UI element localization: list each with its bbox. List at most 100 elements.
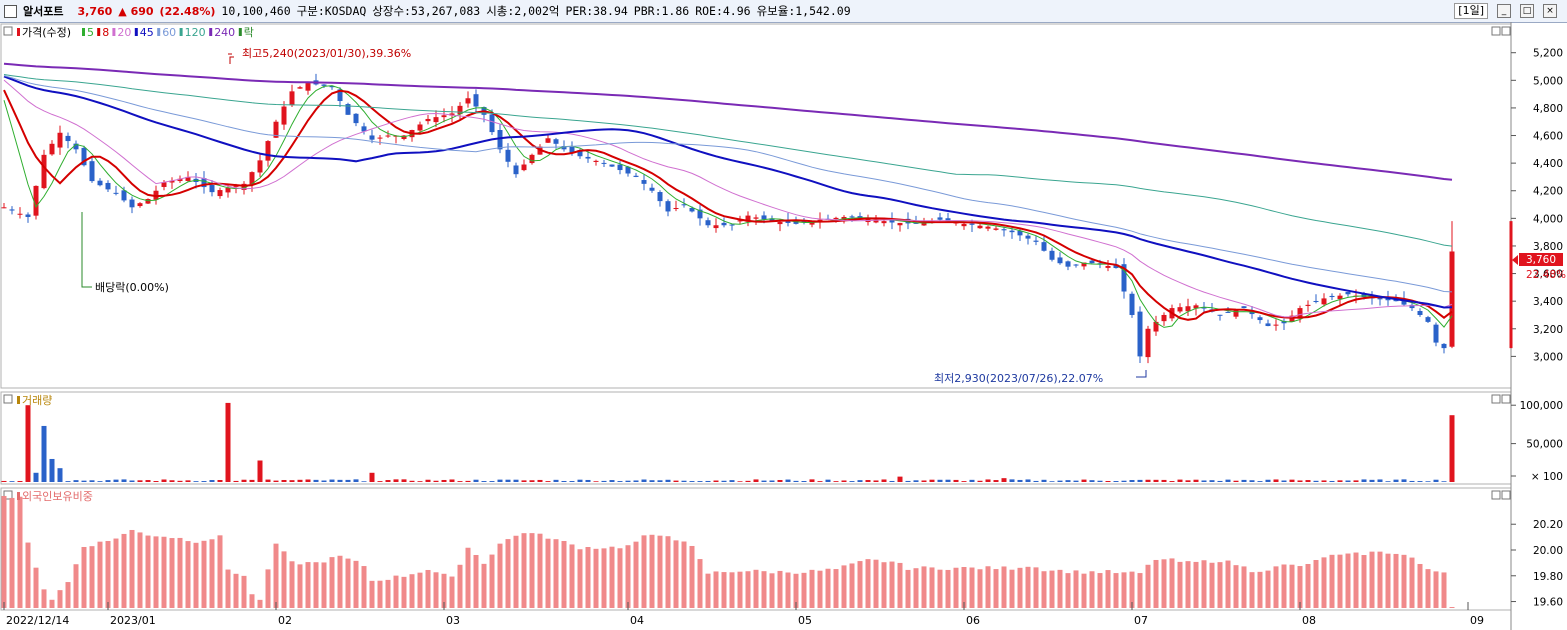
maximize-button[interactable]: □ [1520, 4, 1534, 18]
candle-body[interactable] [297, 87, 303, 89]
candle-body[interactable] [1137, 311, 1143, 357]
foreign-ratio-bar[interactable] [1009, 569, 1015, 608]
candle-body[interactable] [889, 219, 895, 223]
candle-body[interactable] [1089, 260, 1095, 264]
candle-body[interactable] [265, 141, 271, 161]
foreign-ratio-bar[interactable] [697, 559, 703, 608]
candle-body[interactable] [25, 214, 31, 217]
price-panel-option-icon[interactable] [3, 26, 13, 36]
foreign-ratio-bar[interactable] [1185, 561, 1191, 608]
foreign-ratio-bar[interactable] [1305, 563, 1311, 608]
foreign-ratio-bar[interactable] [1033, 567, 1039, 608]
foreign-ratio-bar[interactable] [1337, 554, 1343, 608]
volume-bar[interactable] [713, 480, 719, 482]
candle-body[interactable] [145, 199, 151, 204]
candle-body[interactable] [417, 124, 423, 131]
candle-body[interactable] [321, 84, 327, 86]
volume-bar[interactable] [345, 479, 351, 482]
candle-body[interactable] [65, 135, 71, 142]
foreign-ratio-bar[interactable] [617, 548, 623, 608]
foreign-ratio-bar[interactable] [657, 535, 663, 608]
candle-body[interactable] [665, 201, 671, 212]
volume-bar[interactable] [833, 481, 839, 482]
volume-bar[interactable] [1209, 480, 1215, 482]
candle-body[interactable] [1105, 265, 1111, 268]
candle-body[interactable] [1065, 261, 1071, 267]
volume-bar[interactable] [1425, 481, 1431, 482]
volume-bar[interactable] [737, 481, 743, 482]
candle-body[interactable] [585, 156, 591, 159]
candle-body[interactable] [1409, 304, 1415, 309]
foreign-ratio-bar[interactable] [673, 540, 679, 608]
volume-bar[interactable] [1449, 415, 1455, 482]
volume-bar[interactable] [337, 479, 343, 482]
volume-bar[interactable] [1065, 480, 1071, 482]
foreign-ratio-bar[interactable] [433, 572, 439, 608]
foreign-ratio-bar[interactable] [945, 569, 951, 608]
foreign-ratio-bar[interactable] [1201, 560, 1207, 608]
foreign-ratio-bar[interactable] [977, 569, 983, 608]
candle-body[interactable] [1025, 235, 1031, 239]
volume-bar[interactable] [617, 481, 623, 482]
candle-body[interactable] [577, 150, 583, 157]
volume-bar[interactable] [1433, 479, 1439, 482]
foreign-ratio-bar[interactable] [809, 569, 815, 608]
candle-body[interactable] [57, 132, 63, 148]
foreign-ratio-bar[interactable] [1097, 573, 1103, 608]
volume-bar[interactable] [353, 479, 359, 482]
volume-panel-option-icon[interactable] [3, 394, 13, 404]
volume-bar[interactable] [625, 480, 631, 482]
volume-bar[interactable] [1361, 479, 1367, 482]
foreign-ratio-bar[interactable] [9, 497, 15, 608]
volume-bar[interactable] [721, 480, 727, 482]
foreign-ratio-bar[interactable] [537, 533, 543, 608]
candle-body[interactable] [1377, 297, 1383, 300]
volume-bar[interactable] [193, 481, 199, 482]
foreign-ratio-bar[interactable] [273, 543, 279, 608]
volume-bar[interactable] [1017, 479, 1023, 482]
volume-bar[interactable] [585, 479, 591, 482]
foreign-ratio-bar[interactable] [705, 573, 711, 608]
candle-body[interactable] [1257, 317, 1263, 321]
foreign-ratio-bar[interactable] [121, 533, 127, 608]
volume-bar[interactable] [25, 405, 31, 482]
volume-bar[interactable] [1025, 479, 1031, 482]
volume-bar[interactable] [65, 481, 71, 482]
candle-body[interactable] [497, 130, 503, 150]
candle-body[interactable] [681, 204, 687, 206]
volume-bar[interactable] [465, 480, 471, 482]
candle-body[interactable] [1225, 311, 1231, 313]
candle-body[interactable] [1033, 240, 1039, 242]
volume-bar[interactable] [489, 481, 495, 482]
volume-bar[interactable] [1001, 478, 1007, 482]
candle-body[interactable] [737, 220, 743, 222]
foreign-ratio-bar[interactable] [801, 572, 807, 608]
volume-bar[interactable] [769, 480, 775, 482]
foreign-ratio-bar[interactable] [1121, 572, 1127, 608]
volume-bar[interactable] [1177, 479, 1183, 482]
volume-bar[interactable] [233, 480, 239, 482]
candle-body[interactable] [1121, 264, 1127, 292]
volume-bar[interactable] [457, 481, 463, 482]
volume-bar[interactable] [33, 472, 39, 482]
foreign-ratio-bar[interactable] [1145, 564, 1151, 608]
candle-body[interactable] [81, 147, 87, 166]
foreign-ratio-bar[interactable] [1241, 566, 1247, 608]
volume-bar[interactable] [1321, 480, 1327, 482]
foreign-ratio-bar[interactable] [713, 571, 719, 608]
volume-bar[interactable] [137, 480, 143, 482]
volume-bar[interactable] [953, 479, 959, 482]
candle-body[interactable] [713, 225, 719, 229]
candle-body[interactable] [1329, 295, 1335, 298]
foreign-ratio-bar[interactable] [281, 551, 287, 608]
volume-bar[interactable] [657, 480, 663, 482]
foreign-ratio-bar[interactable] [865, 559, 871, 608]
candle-body[interactable] [1177, 307, 1183, 312]
foreign-ratio-bar[interactable] [857, 561, 863, 608]
volume-bar[interactable] [537, 479, 543, 482]
foreign-ratio-bar[interactable] [497, 543, 503, 608]
candle-body[interactable] [257, 160, 263, 173]
candle-body[interactable] [505, 149, 511, 162]
foreign-ratio-bar[interactable] [777, 570, 783, 608]
volume-bar[interactable] [369, 472, 375, 482]
